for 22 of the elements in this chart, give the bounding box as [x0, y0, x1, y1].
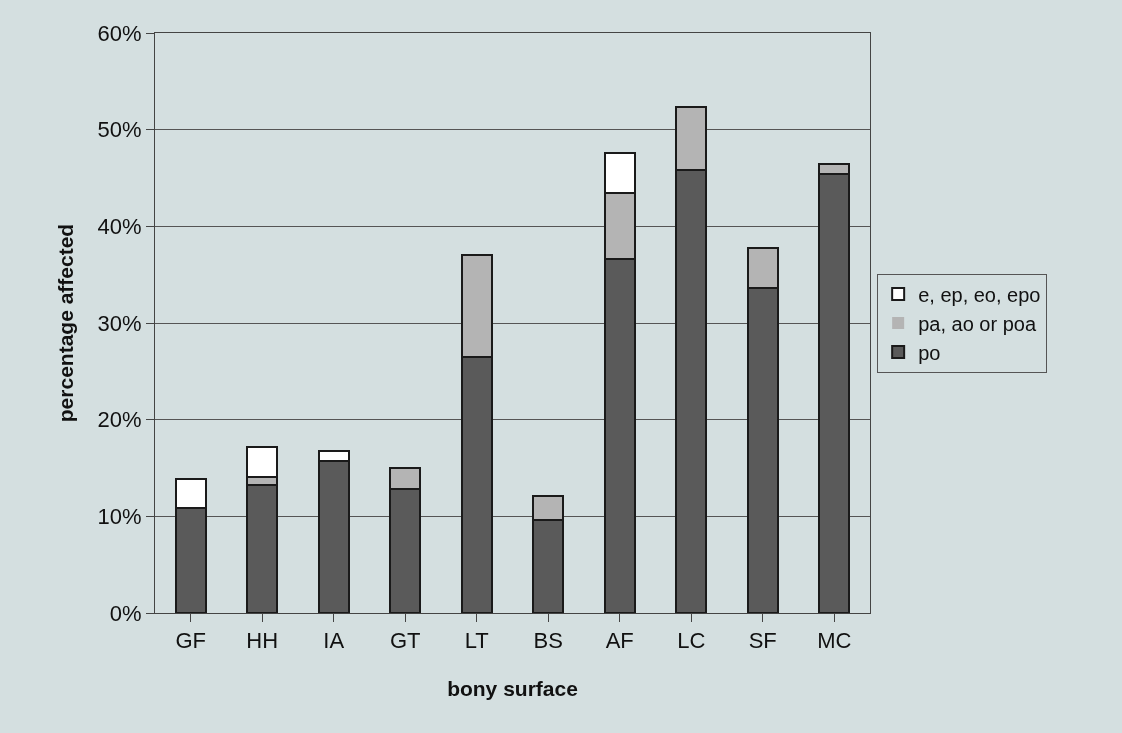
x-tick-label: GT [389, 628, 421, 654]
x-tick-label: HH [246, 628, 279, 654]
y-tick-label: 10% [97, 504, 142, 530]
legend-label: po [918, 341, 941, 364]
x-tick-label: LC [677, 628, 706, 654]
legend-label: pa, ao or poa [918, 312, 1037, 335]
y-tick-label: 40% [97, 214, 142, 240]
y-axis-title: percentage affected [53, 223, 77, 423]
x-tick-label: BS [533, 628, 563, 654]
legend-label: e, ep, eo, epo [918, 283, 1041, 306]
y-tick-label: 30% [97, 310, 142, 336]
y-tick-label: 20% [97, 407, 142, 433]
x-axis-title: bony surface [447, 676, 578, 700]
x-tick-label: MC [817, 628, 852, 654]
x-tick-label: SF [748, 628, 777, 654]
y-tick-label: 60% [97, 20, 142, 46]
x-tick-label: IA [323, 628, 345, 654]
x-tick-label: LT [464, 628, 489, 654]
x-tick-label: AF [605, 628, 634, 654]
y-tick-label: 0% [109, 600, 142, 626]
x-tick-label: GF [175, 628, 207, 654]
y-tick-label: 50% [97, 117, 142, 143]
